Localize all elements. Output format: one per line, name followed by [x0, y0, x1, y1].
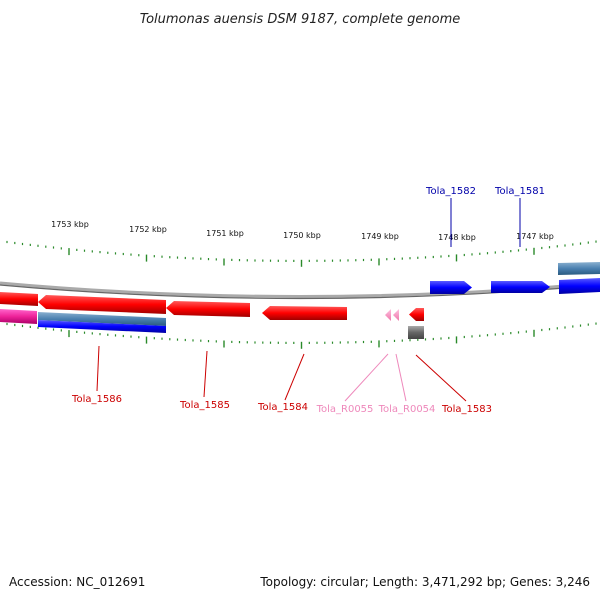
gene-label-tola-1582[interactable]: Tola_1582: [425, 186, 476, 197]
gene-label-tola-1584[interactable]: Tola_1584: [257, 402, 308, 413]
gene-feature-tola-1583[interactable]: [409, 308, 424, 321]
leader-tola-r0055: [344, 353, 389, 402]
leader-tola-1586: [96, 345, 100, 392]
reverse-strand-genes: [0, 292, 424, 339]
gene-labels: Tola_1582 Tola_1581 Tola_1586 Tola_1585 …: [71, 186, 545, 415]
gene-leader-lines: [96, 198, 521, 402]
leader-tola-r0054: [395, 353, 407, 402]
gene-feature-tola-1581[interactable]: [491, 281, 550, 293]
scale-label-1751: 1751 kbp: [206, 229, 244, 238]
accession-text: Accession: NC_012691: [9, 575, 145, 589]
leader-tola-1584: [284, 353, 305, 401]
scale-label-1749: 1749 kbp: [361, 232, 399, 241]
gene-feature-edge-reverse[interactable]: [0, 292, 38, 306]
leader-tola-1583: [415, 354, 467, 402]
feature-magenta[interactable]: [0, 309, 37, 324]
forward-strand-genes: [430, 262, 600, 294]
map-title: Tolumonas auensis DSM 9187, complete gen…: [140, 12, 461, 27]
gene-feature-tola-1582[interactable]: [430, 281, 472, 294]
gene-feature-tola-r0054[interactable]: [393, 309, 399, 321]
leader-tola-1585: [203, 350, 208, 398]
scale-label-1753: 1753 kbp: [51, 220, 89, 229]
scale-label-1750: 1750 kbp: [283, 231, 321, 240]
gene-feature-tola-1586[interactable]: [38, 295, 166, 314]
gene-feature-edge-forward[interactable]: [559, 278, 600, 294]
feature-gray[interactable]: [408, 326, 424, 339]
gene-label-tola-1586[interactable]: Tola_1586: [71, 394, 122, 405]
gene-feature-tola-1585[interactable]: [166, 301, 250, 317]
outer-scale-ticks: [6, 240, 597, 267]
gene-label-tola-1583[interactable]: Tola_1583: [441, 404, 492, 415]
scale-label-1752: 1752 kbp: [129, 225, 167, 234]
scale-label-1748: 1748 kbp: [438, 233, 476, 242]
gene-feature-edge-steel[interactable]: [558, 262, 600, 275]
gene-feature-tola-r0055[interactable]: [385, 309, 391, 321]
gene-feature-tola-1584[interactable]: [262, 306, 347, 320]
gene-label-tola-r0055[interactable]: Tola_R0055: [316, 404, 374, 415]
feature-blue-lower[interactable]: [38, 320, 166, 333]
gene-label-tola-1581[interactable]: Tola_1581: [494, 186, 545, 197]
genome-summary-text: Topology: circular; Length: 3,471,292 bp…: [259, 575, 590, 589]
scale-labels: 1753 kbp 1752 kbp 1751 kbp 1750 kbp 1749…: [51, 220, 554, 242]
feature-steel-lower[interactable]: [38, 312, 166, 326]
gene-label-tola-1585[interactable]: Tola_1585: [179, 400, 230, 411]
scale-label-1747: 1747 kbp: [516, 232, 554, 241]
inner-scale-ticks: [6, 322, 597, 349]
gene-label-tola-r0054[interactable]: Tola_R0054: [378, 404, 436, 415]
